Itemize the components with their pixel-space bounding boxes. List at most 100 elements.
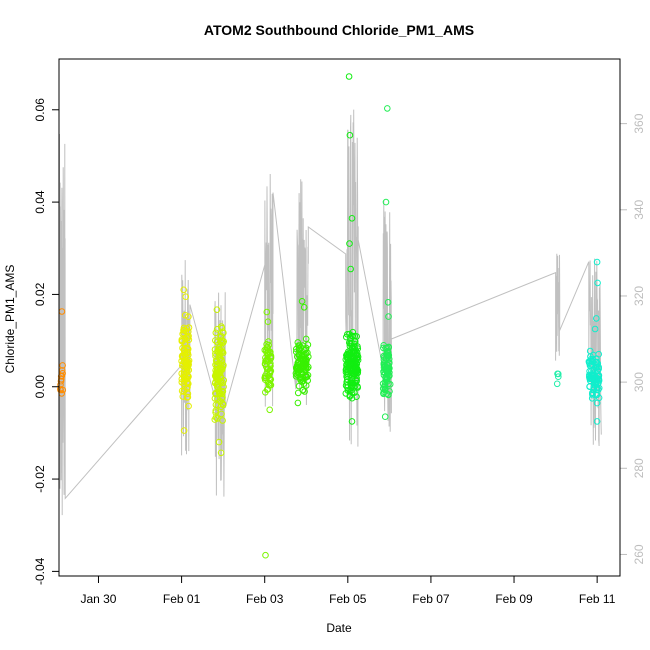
data-point (219, 349, 227, 357)
x-tick-label: Feb 07 (412, 592, 450, 606)
data-point (185, 313, 192, 321)
data-point (588, 374, 595, 381)
data-point (180, 427, 188, 434)
data-point (385, 313, 392, 320)
data-point (385, 360, 393, 367)
data-point (385, 391, 392, 398)
data-point (266, 368, 274, 376)
data-point (59, 370, 66, 377)
data-point (302, 335, 310, 343)
data-point (594, 375, 601, 383)
data-point (212, 350, 219, 357)
data-point (184, 346, 191, 354)
data-point (220, 329, 227, 337)
data-point (265, 379, 273, 387)
x-axis-label: Date (326, 621, 352, 635)
secondary-series-line (58, 109, 602, 516)
data-point (593, 399, 601, 407)
data-point (267, 354, 275, 361)
data-point (261, 346, 269, 354)
data-point (266, 381, 274, 388)
data-point (348, 215, 356, 222)
data-point (267, 362, 274, 370)
data-point (298, 370, 305, 377)
y2-tick-label: 320 (632, 286, 646, 306)
data-point (216, 366, 224, 373)
data-point (342, 382, 350, 389)
data-point (346, 131, 354, 139)
data-point (217, 398, 224, 405)
data-point (185, 328, 192, 335)
data-point (586, 377, 594, 385)
data-point (301, 388, 308, 395)
data-point (180, 286, 187, 294)
data-point (218, 323, 225, 330)
data-point (262, 389, 269, 396)
secondary-series-layer (58, 109, 602, 516)
y2-tick-label: 260 (632, 544, 646, 564)
data-point (384, 105, 391, 112)
data-point (379, 385, 387, 392)
data-point (217, 338, 224, 345)
data-point (346, 342, 354, 350)
data-point (180, 374, 188, 381)
data-point (185, 324, 193, 331)
data-point (348, 418, 356, 425)
data-point (343, 379, 351, 386)
data-point (261, 360, 269, 368)
data-point (219, 394, 226, 401)
data-point (179, 362, 186, 369)
data-point (343, 333, 350, 341)
data-point (264, 318, 272, 326)
x-tick-label: Feb 11 (579, 592, 616, 606)
data-point (217, 361, 224, 369)
data-point (219, 417, 226, 424)
data-point (261, 376, 269, 384)
data-point (586, 347, 594, 355)
data-point (294, 339, 302, 346)
data-point (183, 362, 190, 370)
data-point (184, 373, 192, 380)
data-point (297, 355, 304, 362)
data-point (354, 367, 362, 374)
data-point (220, 376, 227, 384)
data-point (183, 385, 191, 393)
data-point (349, 382, 357, 389)
data-point (298, 366, 305, 373)
data-point (179, 330, 186, 338)
data-point (179, 337, 186, 345)
data-point (345, 73, 353, 80)
y2-tick-label: 340 (632, 199, 646, 219)
data-point (211, 346, 219, 353)
data-point (296, 342, 303, 350)
data-point (348, 389, 356, 396)
x-tick-label: Feb 01 (163, 592, 201, 606)
data-point (212, 407, 220, 414)
data-point (213, 306, 221, 314)
data-point (295, 382, 303, 390)
data-point (588, 367, 595, 375)
y-tick-label: 0.06 (33, 98, 47, 122)
data-points-layer (57, 73, 603, 559)
data-point (593, 315, 600, 322)
data-point (593, 418, 601, 425)
y-tick-label: 0.04 (33, 190, 47, 214)
y-tick-label: 0.00 (33, 375, 47, 399)
data-point (302, 350, 310, 357)
data-point (59, 386, 67, 394)
data-point (351, 338, 359, 346)
data-point (384, 373, 391, 381)
data-point (266, 406, 274, 414)
data-point (179, 393, 187, 400)
data-point (299, 355, 307, 363)
data-point (215, 438, 223, 446)
data-point (554, 370, 561, 378)
data-point (215, 346, 222, 353)
y-tick-label: -0.02 (33, 465, 47, 493)
data-point (294, 399, 302, 407)
data-point (594, 367, 601, 374)
data-point (382, 366, 390, 374)
y2-tick-label: 300 (632, 372, 646, 392)
y2-tick-label: 360 (632, 113, 646, 133)
